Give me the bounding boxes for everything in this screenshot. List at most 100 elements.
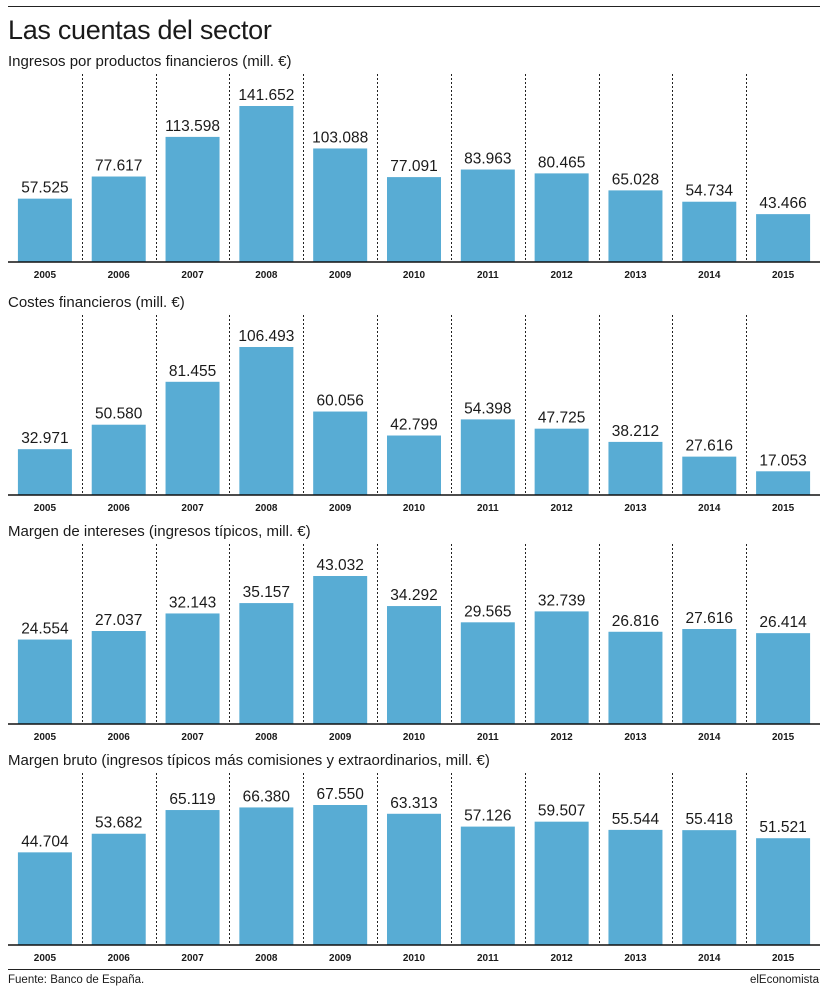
bar-2009 [313, 576, 368, 724]
data-label-2006: 77.617 [95, 158, 142, 175]
data-label-2013: 38.212 [612, 423, 659, 440]
bar-2010 [387, 813, 441, 945]
data-label-2007: 65.119 [169, 791, 215, 808]
chart-costes-plot: 32.971 2005 50.580 2006 81.455 2007 106.493 200… [8, 315, 820, 514]
data-label-2013: 55.544 [612, 811, 660, 828]
bar-2008 [239, 106, 294, 262]
data-label-2008: 35.157 [243, 584, 290, 601]
bar-2014 [682, 201, 737, 262]
tick-label-2005: 2005 [34, 732, 57, 743]
tick-label-2011: 2011 [477, 732, 499, 743]
tick-label-2013: 2013 [624, 732, 647, 743]
data-label-2005: 57.525 [21, 180, 68, 197]
bar-2008 [239, 603, 294, 724]
data-label-2011: 83.963 [464, 151, 511, 168]
data-label-2007: 32.143 [169, 594, 216, 611]
brand-logo-text: elEconomista [749, 974, 819, 986]
tick-label-2012: 2012 [551, 270, 574, 281]
bar-2007 [165, 381, 220, 495]
tick-label-2007: 2007 [181, 732, 204, 743]
tick-label-2013: 2013 [624, 953, 647, 964]
tick-label-2013: 2013 [624, 503, 647, 514]
data-label-2008: 106.493 [238, 328, 294, 345]
bar-2010 [387, 606, 441, 724]
data-label-2014: 27.616 [686, 610, 733, 627]
tick-label-2009: 2009 [329, 953, 352, 964]
tick-label-2010: 2010 [403, 503, 426, 514]
data-label-2010: 63.313 [390, 795, 437, 812]
tick-label-2012: 2012 [551, 732, 574, 743]
tick-label-2014: 2014 [698, 732, 721, 743]
tick-label-2014: 2014 [698, 270, 721, 281]
bar-2015 [756, 633, 811, 724]
tick-label-2014: 2014 [698, 503, 721, 514]
tick-label-2011: 2011 [477, 503, 499, 514]
tick-label-2008: 2008 [255, 732, 278, 743]
bar-2005 [17, 198, 72, 262]
tick-label-2008: 2008 [255, 953, 278, 964]
data-label-2010: 34.292 [390, 587, 437, 604]
bar-2012 [534, 173, 589, 262]
bar-2005 [17, 449, 72, 495]
data-label-2014: 27.616 [686, 438, 733, 455]
top-rule [8, 6, 820, 7]
bar-2006 [91, 631, 146, 724]
page-title: Las cuentas del sector [8, 15, 272, 45]
data-label-2012: 47.725 [538, 410, 585, 427]
bar-2011 [460, 622, 515, 724]
chart-margen-intereses: Margen de intereses (ingresos típicos, m… [8, 522, 820, 748]
tick-label-2006: 2006 [108, 503, 131, 514]
bar-2015 [756, 471, 811, 495]
chart-title: Margen bruto (ingresos típicos más comis… [8, 752, 490, 769]
data-label-2009: 67.550 [316, 786, 364, 803]
data-label-2015: 26.414 [759, 614, 807, 631]
bar-2009 [313, 805, 368, 945]
tick-label-2005: 2005 [34, 953, 57, 964]
bar-2007 [165, 136, 220, 262]
data-label-2014: 54.734 [686, 183, 734, 200]
bar-2014 [682, 456, 737, 495]
tick-label-2010: 2010 [403, 732, 426, 743]
tick-label-2005: 2005 [34, 270, 57, 281]
chart-title: Margen de intereses (ingresos típicos, m… [8, 523, 311, 540]
chart-margen-bruto-plot: 44.704 2005 53.682 2006 65.119 2007 66.380 2008… [8, 773, 820, 964]
data-label-2011: 54.398 [464, 400, 511, 417]
data-label-2012: 59.507 [538, 803, 585, 820]
data-label-2009: 43.032 [316, 557, 363, 574]
data-label-2009: 103.088 [312, 129, 368, 146]
tick-label-2010: 2010 [403, 270, 426, 281]
bar-2013 [608, 631, 663, 724]
tick-label-2008: 2008 [255, 503, 278, 514]
data-label-2008: 141.652 [238, 87, 294, 104]
data-label-2005: 44.704 [21, 833, 69, 850]
bar-2012 [534, 428, 589, 495]
chart-margen-intereses-plot: 24.554 2005 27.037 2006 32.143 2007 35.157 2008… [8, 544, 820, 743]
tick-label-2015: 2015 [772, 503, 795, 514]
bar-2011 [460, 826, 515, 945]
tick-label-2012: 2012 [551, 503, 574, 514]
tick-label-2011: 2011 [477, 953, 499, 964]
bar-2005 [17, 639, 72, 724]
chart-ingresos-plot: 57.525 2005 77.617 2006 113.598 2007 141.652 20… [8, 74, 820, 281]
bar-2012 [534, 611, 589, 724]
chart-ingresos: Ingresos por productos financieros (mill… [8, 52, 820, 286]
bar-2011 [460, 419, 515, 495]
tick-label-2012: 2012 [551, 953, 574, 964]
bar-2011 [460, 169, 515, 262]
data-label-2015: 17.053 [759, 452, 806, 469]
tick-label-2006: 2006 [108, 953, 131, 964]
tick-label-2014: 2014 [698, 953, 721, 964]
tick-label-2007: 2007 [181, 953, 204, 964]
tick-label-2015: 2015 [772, 270, 795, 281]
bar-2013 [608, 190, 663, 262]
tick-label-2009: 2009 [329, 503, 352, 514]
data-label-2013: 26.816 [612, 613, 659, 630]
data-label-2010: 77.091 [390, 158, 437, 175]
bar-2009 [313, 411, 368, 495]
bar-2006 [91, 424, 146, 495]
data-label-2011: 29.565 [464, 603, 511, 620]
data-label-2010: 42.799 [390, 417, 437, 434]
data-label-2013: 65.028 [612, 171, 659, 188]
data-label-2006: 53.682 [95, 815, 142, 832]
tick-label-2009: 2009 [329, 270, 352, 281]
